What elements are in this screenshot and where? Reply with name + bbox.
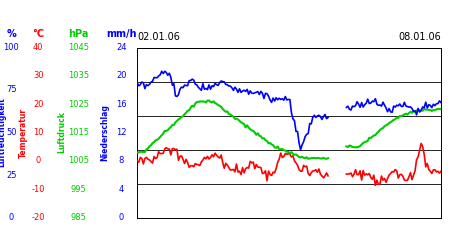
Text: 40: 40 (33, 43, 44, 52)
Text: 75: 75 (6, 86, 17, 94)
Text: 1025: 1025 (68, 100, 89, 109)
Text: hPa: hPa (68, 29, 89, 39)
Text: 995: 995 (71, 185, 86, 194)
Text: 0: 0 (9, 213, 14, 222)
Text: Niederschlag: Niederschlag (100, 104, 109, 161)
Text: 8: 8 (119, 156, 124, 165)
Text: 25: 25 (6, 170, 17, 179)
Text: 20: 20 (116, 71, 127, 80)
Text: -10: -10 (32, 185, 45, 194)
Text: Luftdruck: Luftdruck (58, 112, 67, 154)
Text: 30: 30 (33, 71, 44, 80)
Text: 100: 100 (4, 43, 19, 52)
Text: 10: 10 (33, 128, 44, 137)
Text: °C: °C (32, 29, 44, 39)
Text: 985: 985 (71, 213, 87, 222)
Text: 0: 0 (36, 156, 41, 165)
Text: 4: 4 (119, 185, 124, 194)
Text: Luftfeuchtigkeit: Luftfeuchtigkeit (0, 98, 7, 168)
Text: 20: 20 (33, 100, 44, 109)
Text: 1035: 1035 (68, 71, 89, 80)
Text: 1015: 1015 (68, 128, 89, 137)
Text: 1045: 1045 (68, 43, 89, 52)
Text: Temperatur: Temperatur (19, 108, 28, 158)
Text: 24: 24 (116, 43, 127, 52)
Text: 0: 0 (119, 213, 124, 222)
Text: 02.01.06: 02.01.06 (137, 32, 180, 42)
Text: %: % (6, 29, 16, 39)
Text: 1005: 1005 (68, 156, 89, 165)
Text: 16: 16 (116, 100, 127, 109)
Text: 08.01.06: 08.01.06 (398, 32, 441, 42)
Text: 12: 12 (116, 128, 127, 137)
Text: mm/h: mm/h (106, 29, 137, 39)
Text: -20: -20 (32, 213, 45, 222)
Text: 50: 50 (6, 128, 17, 137)
